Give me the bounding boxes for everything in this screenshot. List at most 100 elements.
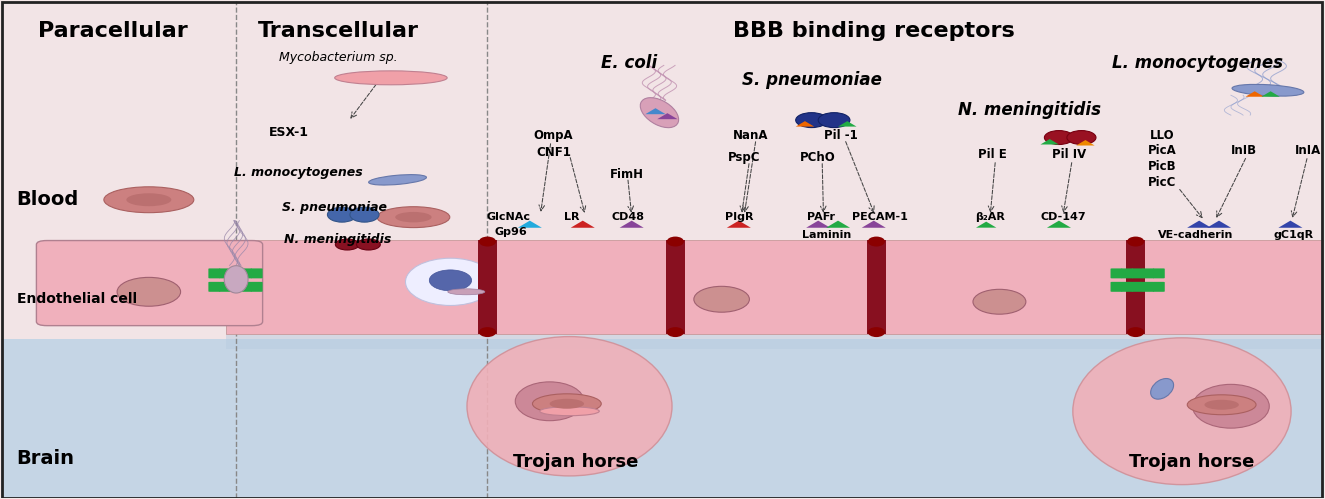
FancyBboxPatch shape	[867, 240, 885, 334]
Text: Gp96: Gp96	[496, 227, 527, 237]
Ellipse shape	[1044, 131, 1073, 145]
Text: Mycobacterium sp.: Mycobacterium sp.	[278, 51, 398, 64]
Polygon shape	[1076, 140, 1094, 146]
Text: ESX-1: ESX-1	[269, 126, 309, 139]
Ellipse shape	[640, 98, 678, 128]
Text: PicC: PicC	[1147, 176, 1177, 189]
Polygon shape	[806, 221, 831, 228]
Ellipse shape	[796, 113, 827, 128]
FancyBboxPatch shape	[219, 282, 231, 292]
FancyBboxPatch shape	[1142, 282, 1154, 292]
Text: VE-cadherin: VE-cadherin	[1158, 230, 1232, 240]
Text: Transcellular: Transcellular	[257, 20, 419, 40]
Polygon shape	[571, 221, 595, 228]
Text: β₂AR: β₂AR	[975, 212, 1006, 222]
Text: CD48: CD48	[611, 212, 644, 222]
Text: GlcNAc: GlcNAc	[486, 212, 530, 222]
FancyBboxPatch shape	[229, 282, 241, 292]
Text: Laminin: Laminin	[802, 230, 851, 240]
Ellipse shape	[1073, 338, 1291, 485]
Ellipse shape	[1192, 384, 1269, 428]
FancyBboxPatch shape	[1121, 268, 1133, 278]
FancyBboxPatch shape	[1110, 282, 1122, 292]
Text: NanA: NanA	[733, 129, 768, 142]
Polygon shape	[1246, 91, 1264, 97]
Polygon shape	[1040, 139, 1059, 145]
Ellipse shape	[1067, 131, 1096, 145]
Ellipse shape	[378, 207, 449, 228]
FancyBboxPatch shape	[250, 268, 262, 278]
FancyBboxPatch shape	[1, 0, 1324, 339]
Polygon shape	[657, 113, 677, 119]
Text: CNF1: CNF1	[537, 146, 571, 159]
Ellipse shape	[466, 337, 672, 476]
Ellipse shape	[478, 327, 496, 337]
Text: Paracellular: Paracellular	[38, 20, 188, 40]
Text: E. coli: E. coli	[602, 54, 657, 72]
Text: OmpA: OmpA	[534, 129, 574, 142]
Ellipse shape	[405, 258, 496, 305]
Text: LLO: LLO	[1150, 129, 1174, 142]
Ellipse shape	[1232, 84, 1304, 96]
FancyBboxPatch shape	[1132, 268, 1143, 278]
Ellipse shape	[224, 265, 248, 293]
Polygon shape	[861, 221, 886, 228]
Ellipse shape	[694, 286, 750, 312]
Ellipse shape	[368, 175, 427, 185]
Ellipse shape	[515, 382, 584, 421]
FancyBboxPatch shape	[1132, 282, 1143, 292]
FancyBboxPatch shape	[1110, 268, 1122, 278]
Ellipse shape	[666, 327, 684, 337]
FancyBboxPatch shape	[219, 268, 231, 278]
FancyBboxPatch shape	[1153, 282, 1165, 292]
Text: Pil -1: Pil -1	[824, 129, 857, 142]
Polygon shape	[620, 221, 644, 228]
FancyBboxPatch shape	[1153, 268, 1165, 278]
Text: CD-147: CD-147	[1040, 212, 1085, 222]
FancyBboxPatch shape	[1126, 240, 1145, 334]
Text: PECAM-1: PECAM-1	[852, 212, 909, 222]
Ellipse shape	[103, 187, 193, 213]
Polygon shape	[1279, 221, 1302, 228]
Text: Pil IV: Pil IV	[1052, 149, 1086, 162]
Ellipse shape	[550, 399, 584, 409]
Ellipse shape	[429, 270, 472, 291]
Polygon shape	[1207, 221, 1231, 228]
Text: Endothelial cell: Endothelial cell	[17, 292, 136, 306]
Ellipse shape	[533, 394, 602, 414]
Text: Pil E: Pil E	[978, 149, 1007, 162]
Text: InIA: InIA	[1295, 145, 1321, 158]
Ellipse shape	[973, 289, 1026, 314]
Polygon shape	[837, 121, 856, 127]
Text: PspC: PspC	[727, 151, 761, 164]
FancyBboxPatch shape	[1142, 268, 1154, 278]
Ellipse shape	[448, 289, 485, 295]
Ellipse shape	[335, 71, 447, 85]
Ellipse shape	[327, 207, 356, 222]
Ellipse shape	[1150, 379, 1174, 399]
FancyBboxPatch shape	[36, 241, 262, 326]
Text: N. meningitidis: N. meningitidis	[285, 233, 392, 246]
Ellipse shape	[868, 327, 885, 337]
Ellipse shape	[1204, 400, 1239, 410]
Text: PicA: PicA	[1147, 145, 1177, 158]
Polygon shape	[518, 221, 542, 228]
FancyBboxPatch shape	[229, 268, 241, 278]
Ellipse shape	[126, 193, 171, 206]
Text: N. meningitidis: N. meningitidis	[958, 101, 1101, 119]
Text: L. monocytogenes: L. monocytogenes	[235, 166, 363, 179]
Ellipse shape	[819, 113, 849, 128]
Text: FimH: FimH	[610, 168, 644, 181]
Text: L. monocytogenes: L. monocytogenes	[1112, 54, 1284, 72]
FancyBboxPatch shape	[250, 282, 262, 292]
Text: BBB binding receptors: BBB binding receptors	[733, 20, 1015, 40]
Text: Trojan horse: Trojan horse	[513, 454, 639, 472]
Polygon shape	[977, 222, 996, 228]
Polygon shape	[1047, 221, 1071, 228]
Text: Blood: Blood	[17, 190, 78, 209]
Polygon shape	[1261, 91, 1280, 97]
Text: Brain: Brain	[17, 449, 74, 468]
Ellipse shape	[356, 239, 380, 250]
FancyBboxPatch shape	[225, 319, 1324, 349]
Text: PicB: PicB	[1147, 160, 1177, 173]
